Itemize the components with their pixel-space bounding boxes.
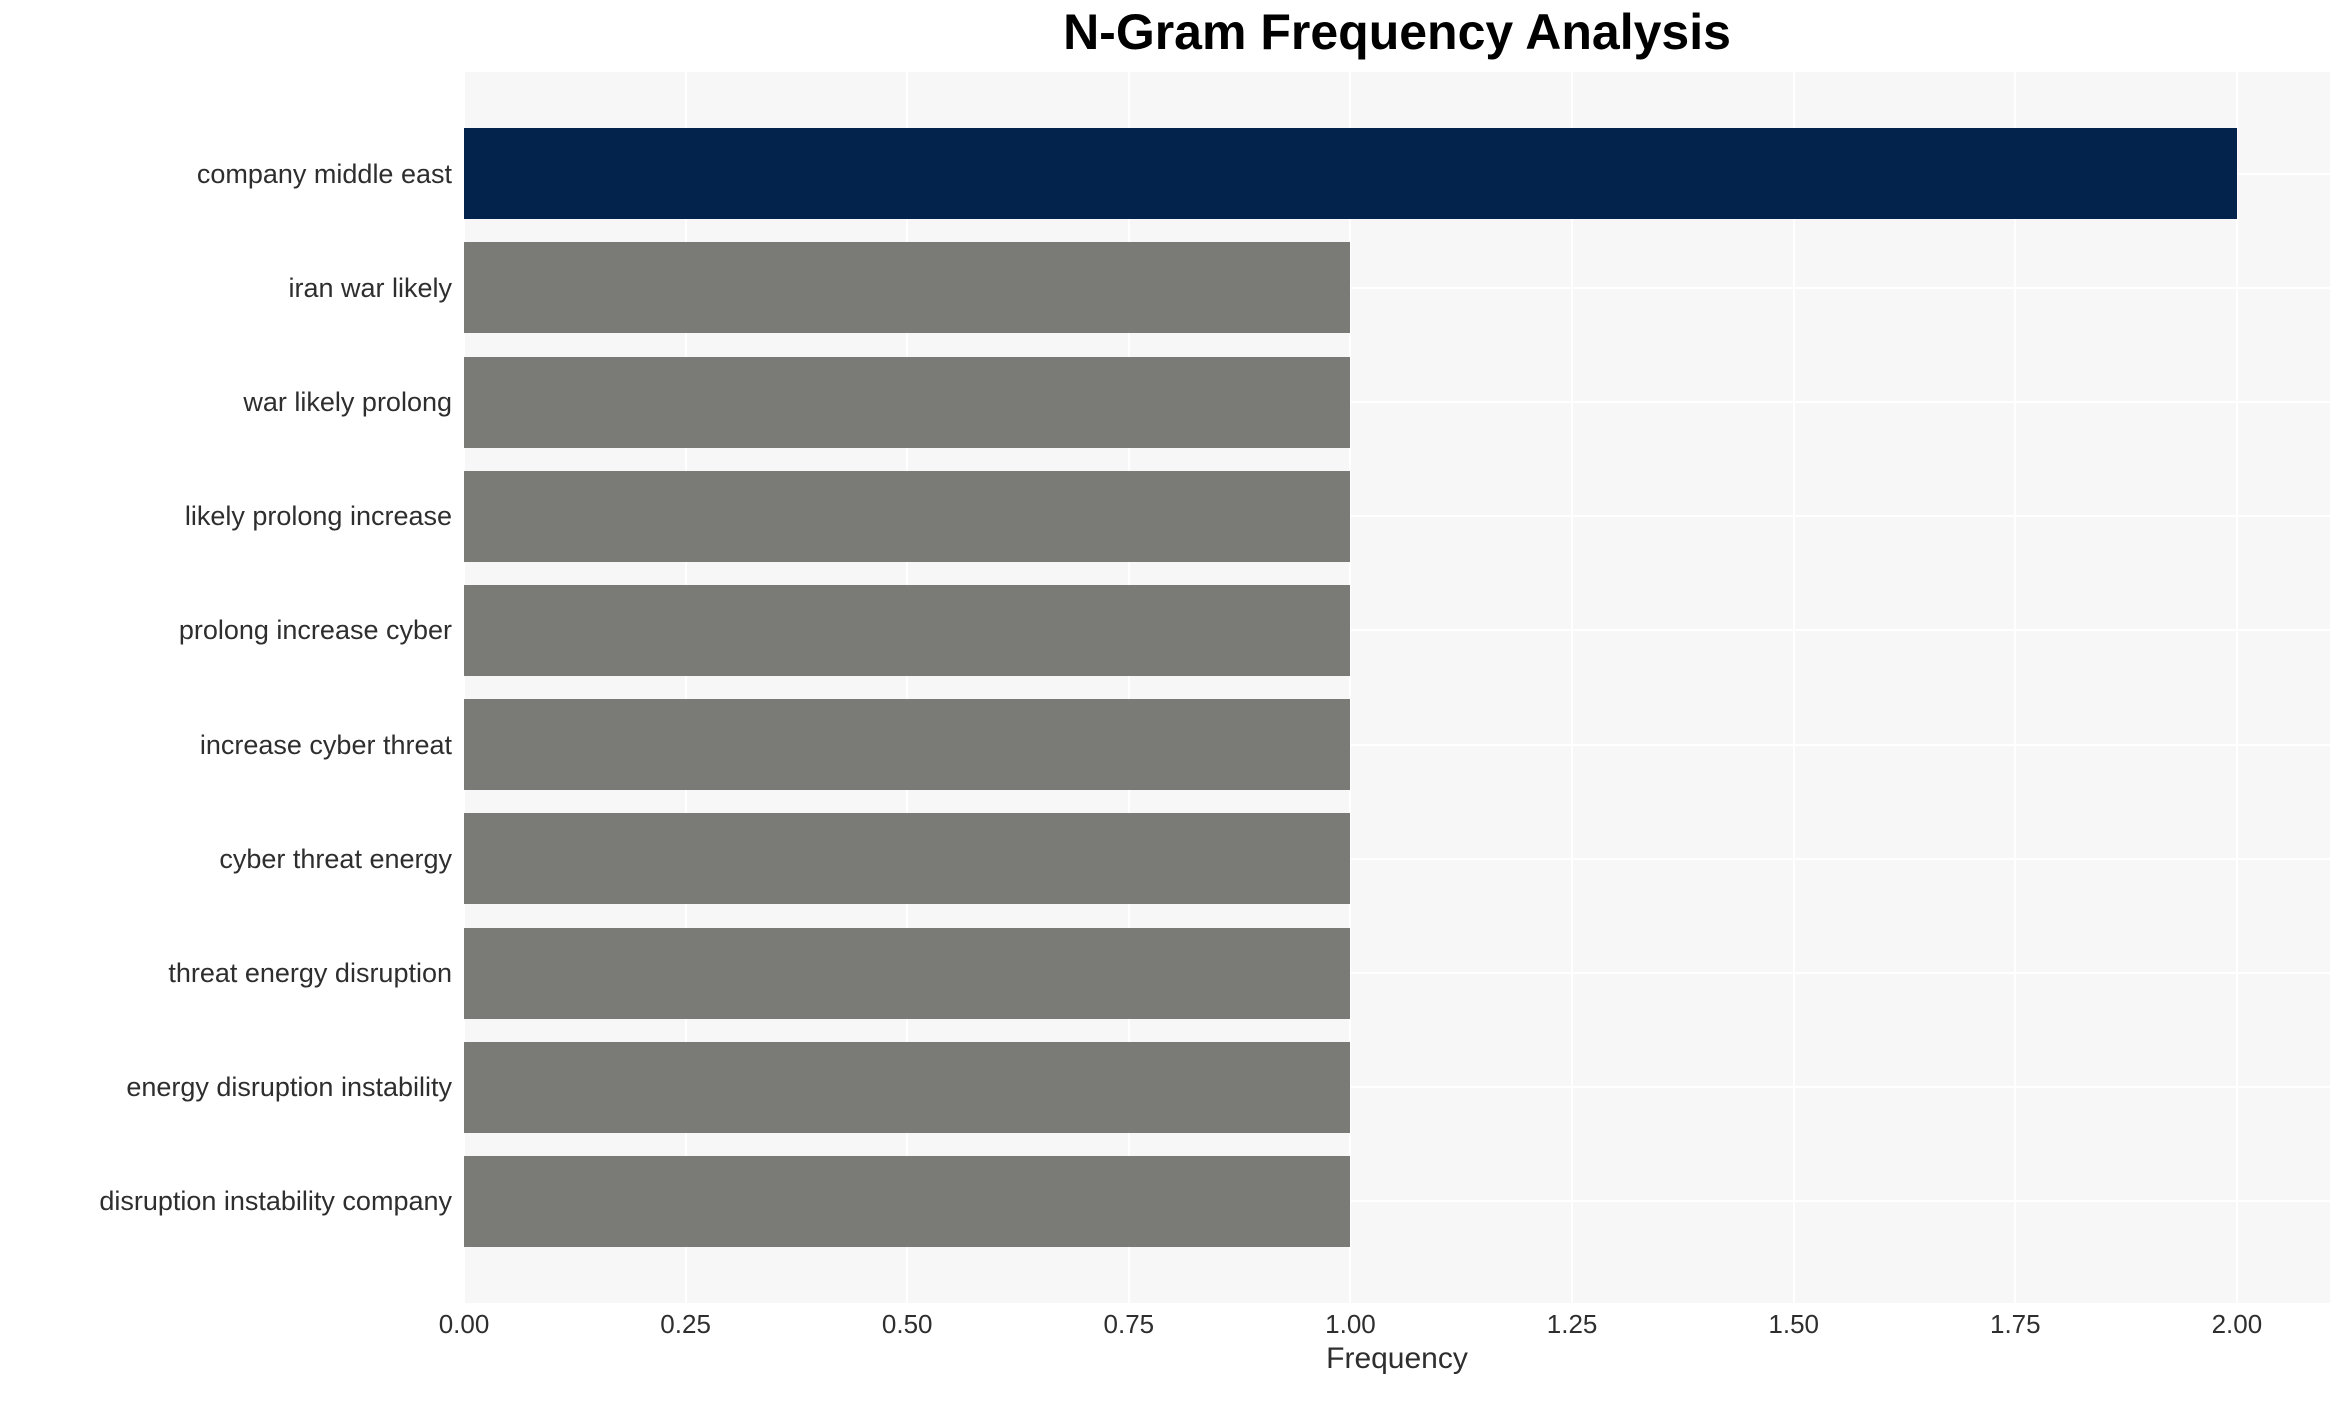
bar-prolong-increase-cyber bbox=[464, 584, 1351, 676]
gridline-horizontal bbox=[464, 629, 2330, 632]
gridline-horizontal bbox=[464, 1086, 2330, 1089]
x-axis-title: Frequency bbox=[1326, 1342, 1468, 1375]
gridline-vertical bbox=[1571, 72, 1574, 1303]
gridline-horizontal bbox=[464, 743, 2330, 746]
x-tick-label: 0.50 bbox=[881, 1309, 933, 1339]
bar-company-middle-east bbox=[464, 128, 2237, 220]
y-tick-label: increase cyber threat bbox=[199, 729, 452, 760]
x-tick-label: 0.00 bbox=[438, 1309, 490, 1339]
bar-war-likely-prolong bbox=[464, 356, 1351, 448]
gridline-horizontal bbox=[464, 515, 2330, 518]
x-tick-label: 1.50 bbox=[1768, 1309, 1819, 1339]
y-tick-label: likely prolong increase bbox=[184, 501, 452, 532]
y-tick-label: threat energy disruption bbox=[168, 958, 452, 988]
y-tick-label: cyber threat energy bbox=[219, 843, 452, 874]
y-axis-tick-labels: company middle east iran war likely war li… bbox=[0, 72, 452, 1303]
gridline-horizontal bbox=[464, 286, 2330, 289]
x-axis-tick-labels: 0.00 0.25 0.50 0.75 1.00 1.25 1.50 1.75 2.00 bbox=[0, 1310, 2345, 1340]
bar-disruption-instability-company bbox=[464, 1155, 1351, 1247]
bar-energy-disruption-instability bbox=[464, 1041, 1351, 1133]
gridline-vertical bbox=[684, 72, 687, 1303]
x-tick-label: 0.75 bbox=[1103, 1309, 1155, 1339]
x-tick-label: 0.25 bbox=[660, 1309, 711, 1339]
y-tick-label: war likely prolong bbox=[243, 387, 452, 417]
gridline-vertical bbox=[2014, 72, 2017, 1303]
gridline-horizontal bbox=[464, 1200, 2330, 1203]
bar-increase-cyber-threat bbox=[464, 699, 1351, 791]
bar-cyber-threat-energy bbox=[464, 813, 1351, 905]
plot-area bbox=[463, 72, 2330, 1303]
gridline-horizontal bbox=[464, 972, 2330, 974]
y-tick-label: prolong increase cyber bbox=[178, 615, 452, 646]
bar-threat-energy-disruption bbox=[464, 927, 1351, 1019]
y-tick-label: energy disruption instability bbox=[126, 1072, 452, 1103]
gridline-vertical bbox=[1792, 72, 1795, 1303]
y-tick-label: disruption instability company bbox=[99, 1186, 452, 1217]
bar-iran-war-likely bbox=[464, 242, 1351, 334]
x-tick-label: 1.75 bbox=[1989, 1309, 2041, 1339]
gridline-vertical bbox=[1127, 72, 1130, 1303]
x-tick-label: 1.25 bbox=[1546, 1309, 1598, 1339]
x-tick-label: 1.00 bbox=[1325, 1309, 1376, 1339]
bar-likely-prolong-increase bbox=[464, 470, 1351, 562]
gridline-horizontal bbox=[464, 857, 2330, 860]
y-tick-label: iran war likely bbox=[288, 272, 452, 303]
y-tick-label: company middle east bbox=[196, 158, 452, 189]
gridline-vertical bbox=[906, 72, 909, 1303]
x-tick-label: 2.00 bbox=[2211, 1309, 2263, 1339]
gridline-vertical bbox=[463, 72, 465, 1303]
gridline-vertical bbox=[2235, 72, 2238, 1303]
chart-title: N-Gram Frequency Analysis bbox=[1063, 4, 1731, 60]
gridline-horizontal bbox=[464, 401, 2330, 403]
gridline-vertical bbox=[1349, 72, 1352, 1303]
